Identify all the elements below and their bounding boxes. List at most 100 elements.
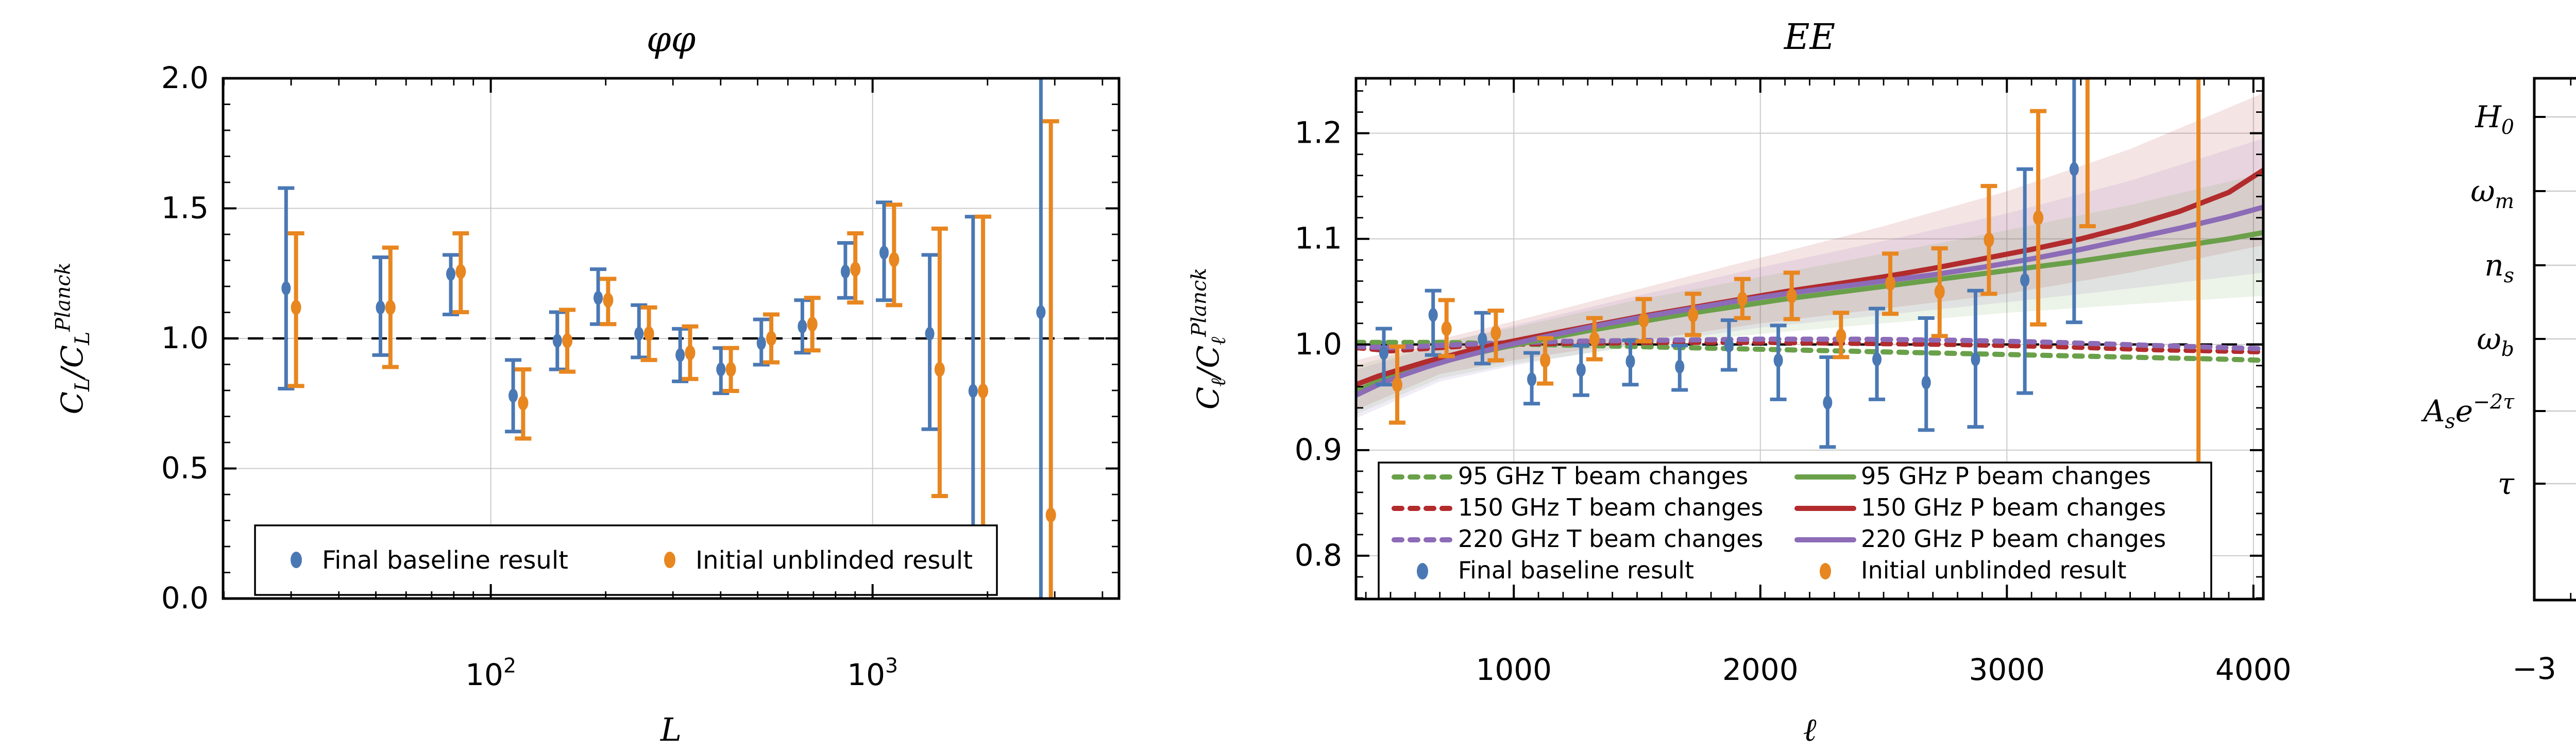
data-marker (756, 336, 766, 350)
legend-marker (1820, 563, 1831, 579)
x-tick-label: 103 (847, 654, 898, 692)
y-tick-label: 0.5 (161, 451, 209, 486)
errorbar-series-initial (1388, 10, 2201, 599)
data-marker (643, 326, 654, 342)
y-category-label: ns (2484, 248, 2514, 287)
data-marker (552, 334, 562, 348)
data-marker (1638, 313, 1649, 328)
data-marker (716, 362, 726, 377)
legend-label: 220 GHz P beam changes (1861, 525, 2166, 553)
x-tick-label: 1000 (1476, 652, 1552, 687)
data-marker (603, 293, 614, 308)
legend-marker-initial (664, 552, 675, 568)
legend: 95 GHz T beam changes 95 GHz P beam chang… (1378, 462, 2212, 600)
data-marker (1872, 352, 1882, 366)
curve-220-GHz-P-beam-changes (1356, 204, 2263, 398)
y-tick-label: 1.0 (161, 320, 209, 355)
errorbar-series-initial (287, 119, 1059, 599)
data-marker (798, 319, 807, 334)
data-marker (518, 395, 529, 411)
data-marker (766, 331, 777, 346)
data-marker (1921, 376, 1931, 390)
data-marker (1984, 232, 1994, 248)
data-marker (1576, 363, 1586, 377)
panel-ee: 95 GHz T beam changes 95 GHz P beam chang… (1188, 10, 2292, 748)
data-marker (685, 345, 696, 361)
legend: Final baseline result Initial unblinded r… (254, 524, 998, 596)
legend-box (1378, 462, 2212, 600)
data-marker (1625, 354, 1635, 369)
legend-label: 150 GHz P beam changes (1861, 493, 2166, 521)
data-marker (1045, 507, 1056, 523)
curves-and-bands (1356, 93, 2263, 419)
data-marker (2082, 10, 2093, 25)
data-marker (1589, 332, 1600, 347)
plot-box (1354, 77, 2265, 601)
x-tick-label: 2000 (1722, 652, 1799, 687)
data-marker (840, 264, 850, 279)
data-marker (1836, 328, 1846, 344)
y-tick-label: 1.2 (1295, 115, 1342, 150)
data-marker (1823, 396, 1833, 410)
y-tick-label: 0.9 (1295, 432, 1342, 467)
y-tick-label: 0.8 (1295, 538, 1342, 573)
y-category-label: ωm (2470, 174, 2514, 213)
data-marker (594, 291, 603, 305)
data-marker (446, 267, 455, 281)
data-marker (1478, 332, 1487, 347)
data-marker (1885, 276, 1896, 291)
data-marker (807, 316, 818, 332)
y-tick-label: 2.0 (161, 60, 209, 95)
data-marker (376, 300, 385, 315)
plot-box (222, 77, 1121, 600)
y-axis-label: Cℓ/CℓPlanck (1188, 268, 1230, 409)
data-marker (889, 252, 900, 267)
data-marker (1379, 346, 1388, 360)
data-marker (934, 362, 945, 377)
data-marker (1688, 307, 1699, 322)
x-axis-label: L (660, 711, 682, 748)
data-marker (1490, 325, 1501, 340)
legend-label: 220 GHz T beam changes (1458, 525, 1764, 553)
y-category-label: τ (2498, 466, 2515, 501)
data-marker (1392, 377, 1402, 392)
y-axis-label: CL/CLPlanck (52, 263, 94, 415)
data-marker (1428, 308, 1438, 322)
plot-box (2533, 77, 2576, 602)
data-marker (1786, 288, 1797, 303)
data-marker (562, 333, 573, 349)
data-marker (281, 281, 291, 296)
data-marker (725, 362, 736, 377)
panel-title: EE (1783, 17, 1835, 58)
panel-phiphi: Final baseline result Initial unblinded r… (52, 20, 1121, 748)
x-tick-label: −3 (2512, 651, 2556, 686)
legend-box (254, 524, 998, 596)
x-tick-label: 102 (465, 654, 516, 692)
data-marker (1540, 353, 1551, 368)
legend-label: Initial unblinded result (1861, 556, 2127, 584)
data-marker (2020, 273, 2030, 287)
y-category-label: H0 (2475, 99, 2514, 139)
data-marker (850, 262, 861, 277)
x-tick-label: 3000 (1969, 652, 2045, 687)
errorbar-series-final (278, 78, 1046, 599)
data-marker (1724, 338, 1734, 353)
data-marker (2069, 162, 2079, 176)
data-marker (1971, 352, 1980, 366)
data-marker (968, 384, 978, 398)
curve-150-GHz-T-beam-changes (1356, 339, 2263, 355)
data-marker (509, 388, 518, 403)
data-marker (1675, 360, 1685, 374)
data-marker (1441, 321, 1452, 336)
data-marker (1036, 305, 1046, 319)
y-category-label: ωb (2477, 321, 2514, 361)
data-marker (879, 245, 889, 260)
panel-title: φφ (647, 20, 696, 60)
legend-marker (1417, 563, 1428, 579)
x-axis-label: ℓ (1803, 711, 1817, 748)
legend-label: 150 GHz T beam changes (1458, 493, 1764, 521)
y-tick-label: 0.0 (161, 581, 209, 616)
legend-label-final: Final baseline result (322, 546, 568, 575)
